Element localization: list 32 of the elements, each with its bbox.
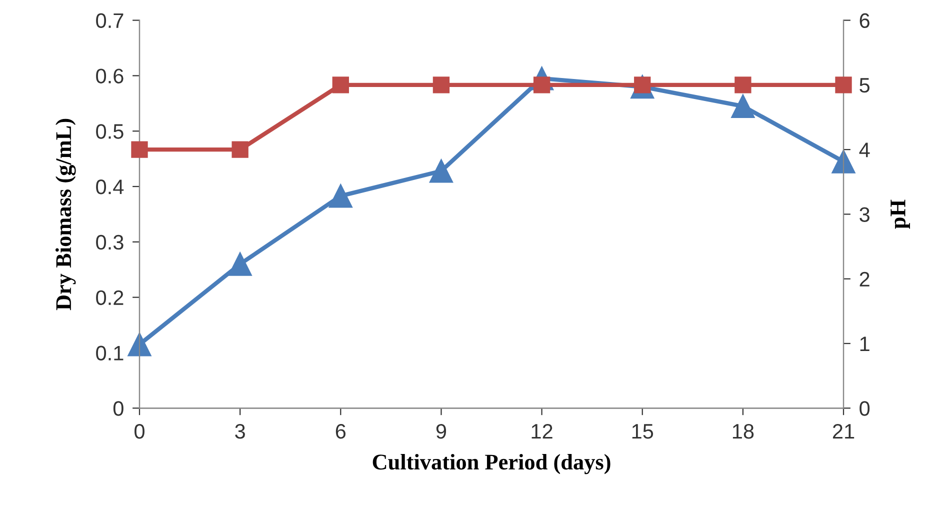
x-tick-label: 3 <box>235 424 245 439</box>
y2-axis-title: pH <box>890 200 910 229</box>
y-axis-title: Dry Biomass (g/mL) <box>55 118 76 310</box>
y2-tick-label: 2 <box>860 272 870 286</box>
y-tick-label: 0.3 <box>96 234 124 250</box>
y2-tick-label: 0 <box>860 401 870 416</box>
y-tick-label: 0.7 <box>96 13 124 28</box>
x-tick-label: 15 <box>632 424 654 439</box>
y2-tick-label: 3 <box>860 207 870 222</box>
point <box>832 150 856 174</box>
point <box>228 252 252 276</box>
point <box>328 184 352 208</box>
point <box>731 94 755 118</box>
x-tick-label: 18 <box>732 424 754 439</box>
point <box>128 332 152 356</box>
x-tick-label: 0 <box>134 424 144 439</box>
point <box>429 159 454 183</box>
x-tick-label: 12 <box>532 424 552 439</box>
y2-tick-label: 6 <box>860 13 870 28</box>
y-tick-label: 0.6 <box>96 68 124 84</box>
x-tick-label: 9 <box>436 424 446 439</box>
x-tick-label: 21 <box>832 424 854 439</box>
x-tick-label: 6 <box>336 424 346 439</box>
y-tick-label: 0.2 <box>96 290 124 306</box>
y-tick-label: 0.4 <box>96 180 124 194</box>
y2-tick-label: 5 <box>860 78 870 93</box>
y-tick-label: 0.5 <box>96 124 124 139</box>
y2-tick-label: 4 <box>859 142 870 158</box>
y2-tick-label: 1 <box>860 336 870 352</box>
y-tick-label: 0 <box>113 401 124 416</box>
y-tick-label: 0.1 <box>96 346 124 360</box>
x-axis-title: Cultivation Period (days) <box>372 454 610 474</box>
